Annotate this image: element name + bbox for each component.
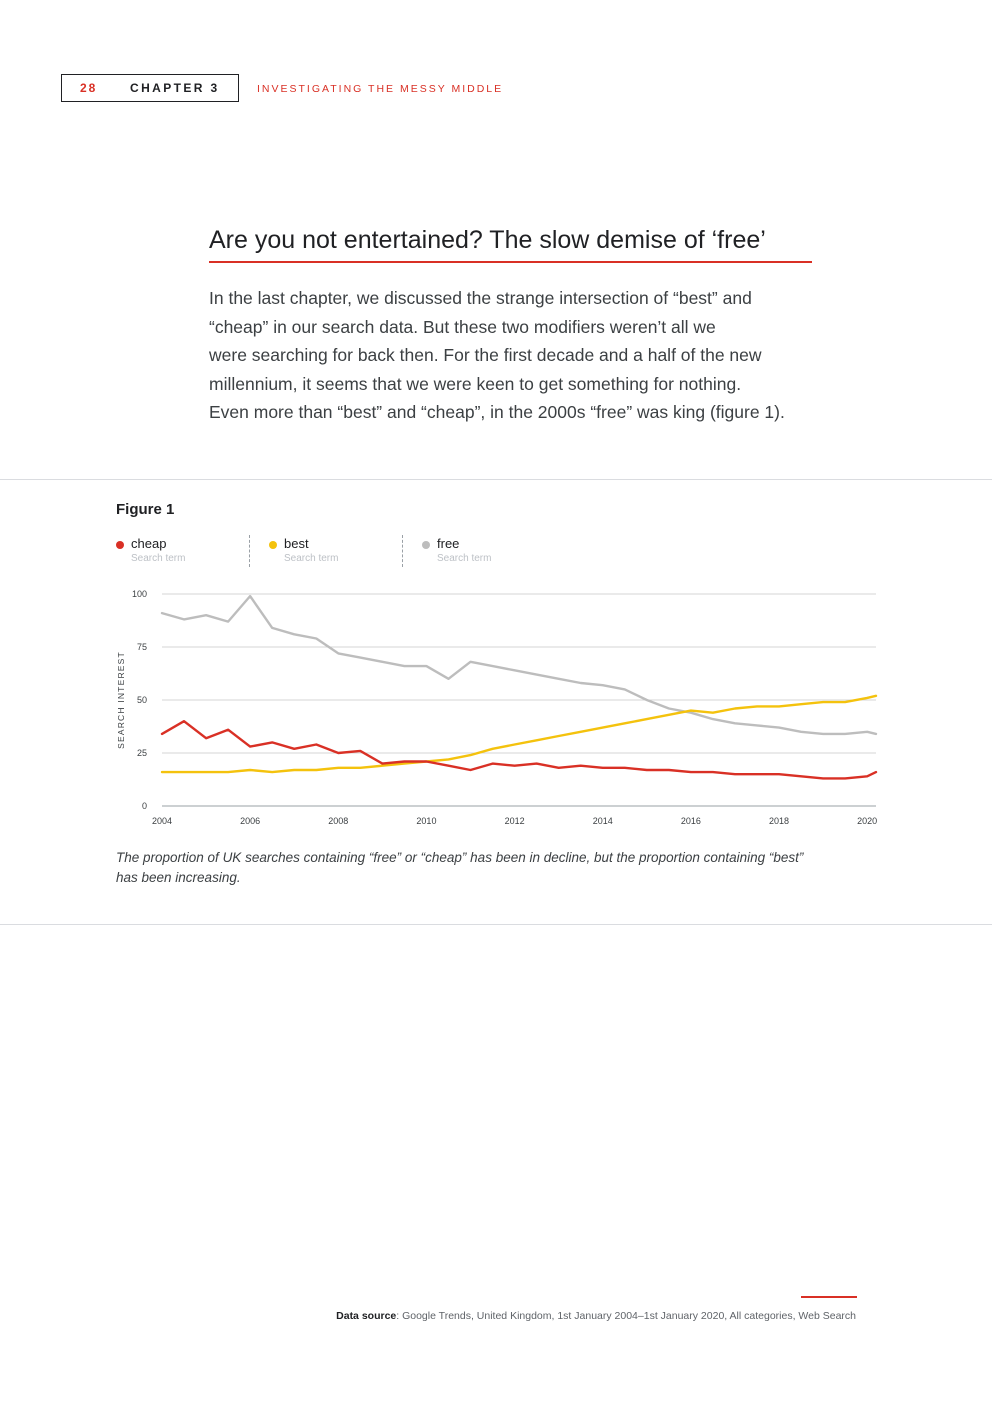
- x-tick-label: 2008: [328, 816, 348, 826]
- y-tick-label: 100: [132, 589, 147, 599]
- legend-name-best: best: [284, 536, 309, 551]
- footer-accent-rule: [801, 1296, 857, 1298]
- section-title: Are you not entertained? The slow demise…: [209, 226, 812, 263]
- y-tick-label: 25: [137, 748, 147, 758]
- series-line-free: [160, 594, 878, 736]
- y-tick-label: 0: [142, 801, 147, 811]
- legend-dot-best: [269, 541, 277, 549]
- paragraph-line: “cheap” in our search data. But these tw…: [209, 316, 716, 337]
- paragraph-line: millennium, it seems that we were keen t…: [209, 373, 742, 394]
- legend-sub-free: Search term: [437, 553, 492, 564]
- data-source-text: : Google Trends, United Kingdom, 1st Jan…: [396, 1310, 856, 1322]
- x-tick-label: 2004: [152, 816, 172, 826]
- legend-separator: [402, 535, 403, 567]
- caption-line: The proportion of UK searches containing…: [116, 850, 804, 865]
- legend-dot-free: [422, 541, 430, 549]
- x-tick-label: 2010: [416, 816, 436, 826]
- running-title: INVESTIGATING THE MESSY MIDDLE: [257, 83, 504, 95]
- data-source-note: Data source: Google Trends, United Kingd…: [336, 1310, 856, 1322]
- search-interest-line-chart: 0 25 50 75 100 2004 2006 2008 2010 2012 2014 2016 20…: [116, 589, 878, 826]
- legend-sub-best: Search term: [284, 553, 339, 564]
- paragraph-line: were searching for back then. For the fi…: [209, 345, 762, 365]
- paragraph-line: Even more than “best” and “cheap”, in th…: [209, 402, 785, 422]
- chapter-label: CHAPTER 3: [130, 81, 220, 95]
- x-tick-label: 2016: [681, 816, 701, 826]
- data-source-label: Data source: [336, 1310, 397, 1322]
- x-tick-label: 2006: [240, 816, 260, 826]
- caption-line: has been increasing.: [116, 870, 241, 885]
- page-number: 28: [80, 81, 98, 95]
- x-tick-label: 2014: [593, 816, 613, 826]
- legend-name-free: free: [437, 536, 460, 551]
- x-tick-label: 2018: [769, 816, 789, 826]
- x-tick-label: 2020: [857, 816, 877, 826]
- figure-bottom-divider: [0, 924, 992, 925]
- figure-top-divider: [0, 479, 992, 480]
- paragraph-line: In the last chapter, we discussed the st…: [209, 288, 752, 308]
- x-tick-label: 2012: [505, 816, 525, 826]
- figure-caption: The proportion of UK searches containing…: [116, 848, 886, 888]
- body-paragraph: In the last chapter, we discussed the st…: [209, 284, 834, 427]
- legend-sub-cheap: Search term: [131, 553, 186, 564]
- legend-dot-cheap: [116, 541, 124, 549]
- chapter-header-box: 28 CHAPTER 3: [61, 74, 239, 102]
- figure-label: Figure 1: [116, 501, 175, 518]
- y-tick-label: 75: [137, 642, 147, 652]
- legend-name-cheap: cheap: [131, 536, 167, 551]
- series-line-cheap: [160, 720, 878, 780]
- series-line-best: [160, 694, 878, 774]
- y-tick-label: 50: [137, 695, 147, 705]
- legend-separator: [249, 535, 250, 567]
- y-axis-label: SEARCH INTEREST: [116, 651, 126, 749]
